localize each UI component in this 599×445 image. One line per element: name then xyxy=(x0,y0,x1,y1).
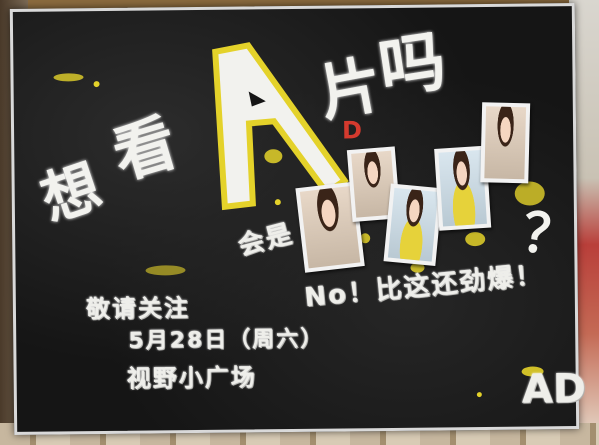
please-attend-text: 敬请关注 xyxy=(85,294,191,324)
paint-splat xyxy=(145,265,186,276)
headline-char-kan: 看 xyxy=(104,105,185,193)
photo-girl-3 xyxy=(383,183,443,267)
headline-char-ma: 吗 xyxy=(373,22,451,109)
paint-splat xyxy=(465,232,486,247)
paint-splat xyxy=(53,73,84,82)
paint-splat xyxy=(476,392,482,398)
photo-girl-5 xyxy=(480,102,531,184)
paint-splat xyxy=(93,81,100,88)
date-text: 5月28日（周六） xyxy=(128,326,325,354)
location-text: 视野小广场 xyxy=(126,363,257,393)
headline-char-xiang: 想 xyxy=(32,151,110,235)
chalk-poster: 想 看 A D 片 吗 会是 ？ No！比这还劲爆！ 敬请关注 5月28日（周六… xyxy=(9,3,586,435)
ad-corner-mark: AD xyxy=(521,365,587,413)
will-it-be-text: 会是 xyxy=(234,218,297,262)
